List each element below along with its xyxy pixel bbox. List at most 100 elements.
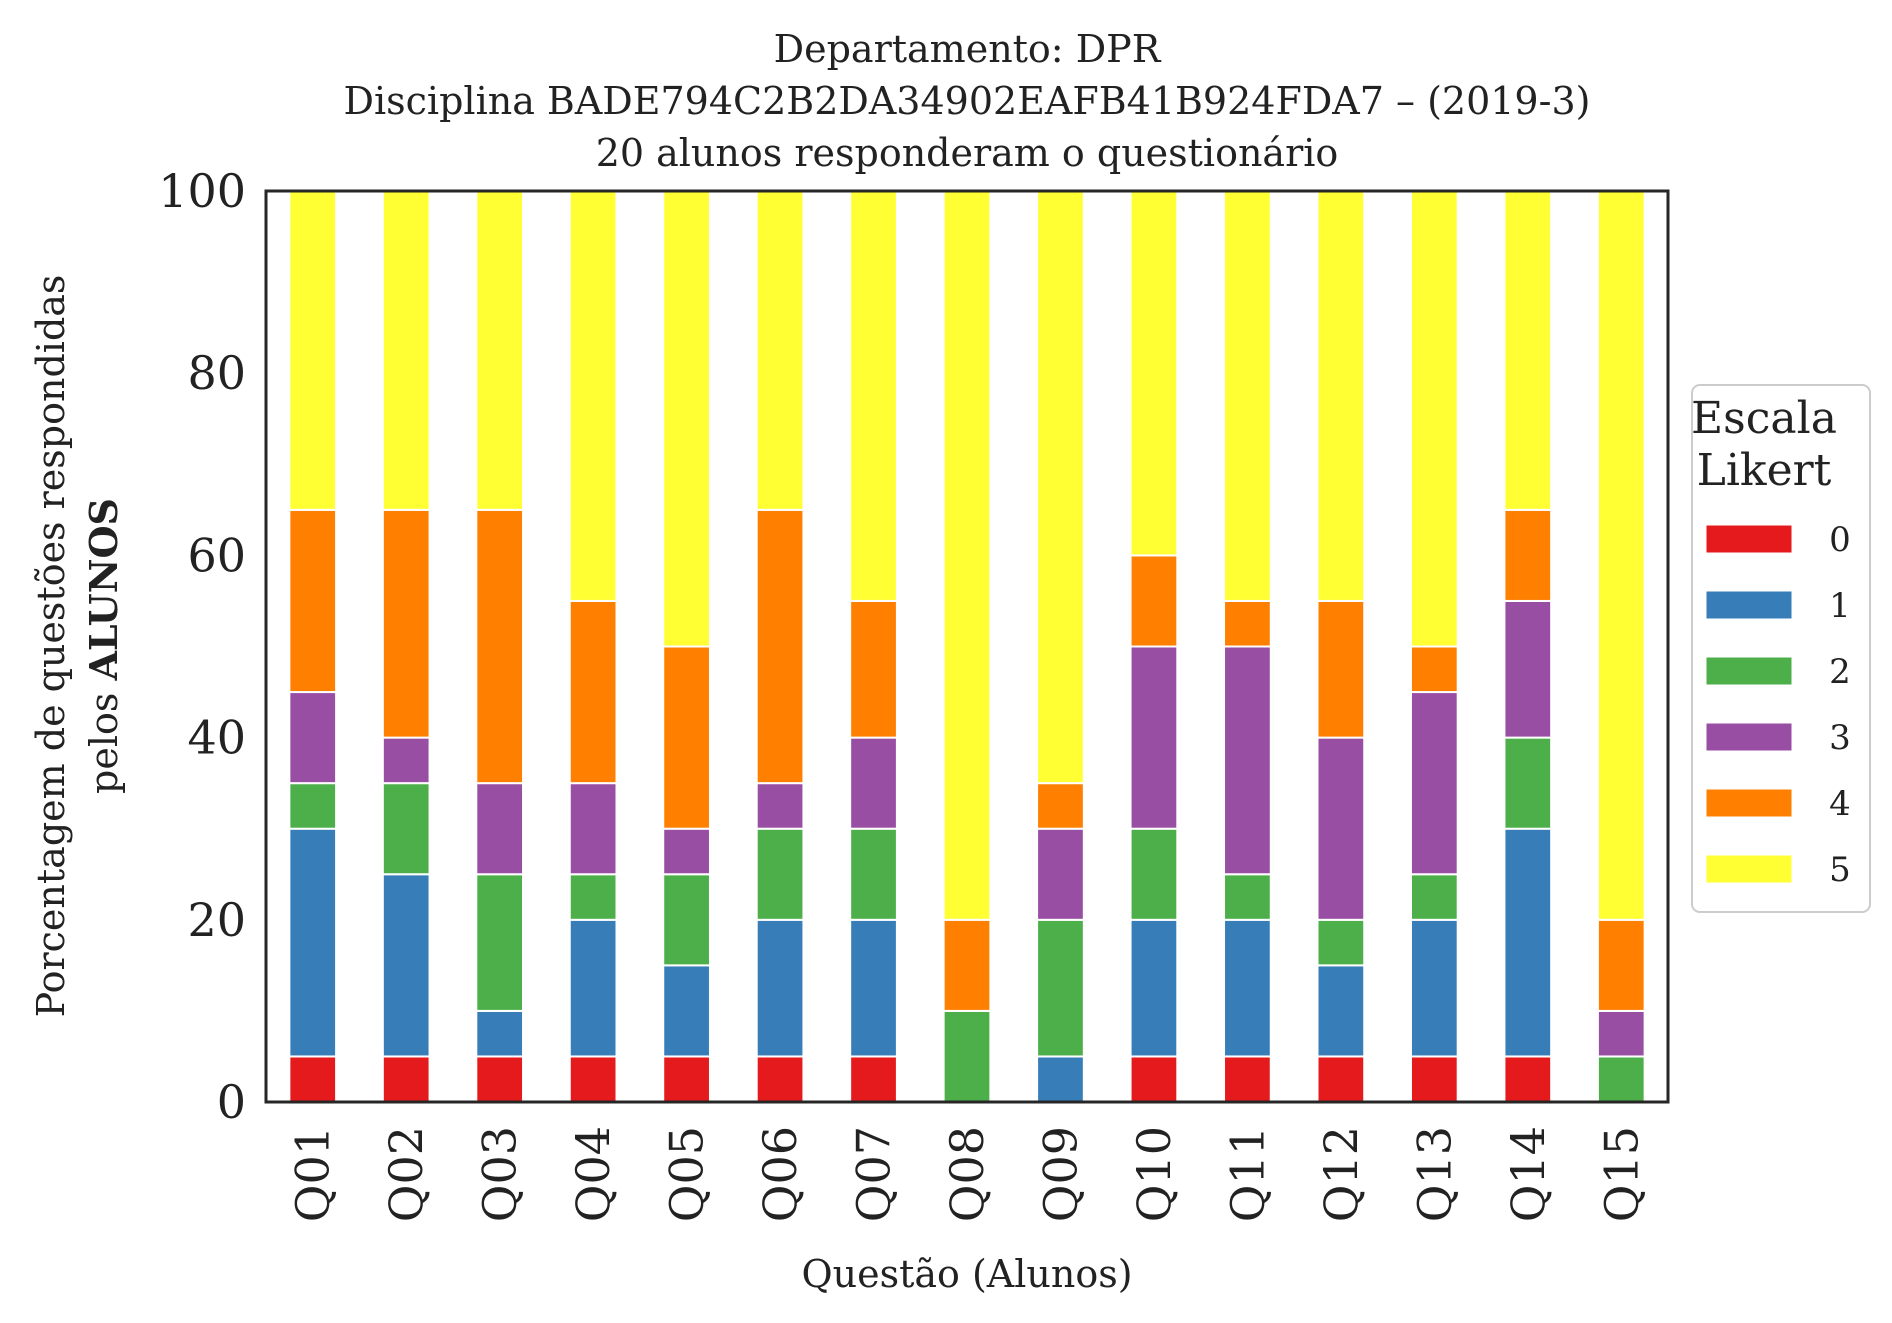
bar-Q11-likert-0 (1223, 1055, 1272, 1103)
bar-Q09-likert-5 (1036, 190, 1085, 785)
bar-Q15-likert-2 (1596, 1055, 1646, 1103)
bar-Q12-likert-5 (1316, 190, 1366, 602)
bar-Q13-likert-4 (1409, 645, 1459, 694)
x-axis-ticks: Q01 Q02 Q03 Q04 Q05 Q06 Q07 Q08 Q09 Q10 Q11 Q12 Q13 Q… (286, 1126, 1649, 1222)
x-tick-label-Q10: Q10 (1127, 1126, 1181, 1222)
bar-Q09-likert-3 (1036, 827, 1085, 921)
bar-Q03-likert-1 (475, 1009, 525, 1058)
bar-Q12-likert-4 (1316, 599, 1366, 739)
bar-Q07-likert-0 (849, 1055, 898, 1103)
bar-Q03-likert-2 (475, 873, 525, 1012)
bar-Q09-likert-1 (1036, 1055, 1085, 1103)
bar-Q04-likert-0 (568, 1055, 618, 1103)
y-tick-label-100: 100 (158, 164, 246, 218)
bar-Q13-likert-3 (1409, 691, 1459, 876)
bar-Q04-likert-3 (568, 782, 618, 876)
bar-Q10-likert-1 (1129, 918, 1179, 1058)
legend-label-5: 5 (1829, 850, 1851, 890)
bar-Q13-likert-2 (1409, 873, 1459, 921)
bar-Q04-likert-2 (568, 873, 618, 921)
x-tick-label-Q02: Q02 (379, 1126, 433, 1222)
x-tick-label-Q13: Q13 (1407, 1126, 1461, 1222)
x-axis-label: Questão (Alunos) (801, 1252, 1132, 1296)
legend-swatch-5 (1705, 854, 1793, 884)
bar-Q08-likert-5 (942, 190, 992, 921)
bar-Q05-likert-1 (662, 964, 711, 1058)
bar-Q13-likert-5 (1409, 190, 1459, 648)
bar-Q05-likert-2 (662, 873, 711, 967)
bar-Q02-likert-5 (381, 190, 431, 511)
bar-Q11-likert-5 (1223, 190, 1272, 602)
y-axis-label-line-1: Porcentagem de questões respondidas (29, 275, 73, 1018)
y-tick-label-40: 40 (187, 711, 246, 765)
x-tick-label-Q15: Q15 (1594, 1126, 1648, 1222)
bar-Q07-likert-2 (849, 827, 898, 921)
bar-Q15-likert-4 (1596, 918, 1646, 1012)
bar-Q01-likert-4 (288, 508, 338, 694)
bar-Q03-likert-0 (475, 1055, 525, 1103)
bar-Q14-likert-1 (1503, 827, 1553, 1058)
bars-group (288, 190, 1646, 1104)
y-tick-label-80: 80 (187, 346, 246, 400)
bar-Q11-likert-3 (1223, 645, 1272, 876)
legend-label-3: 3 (1829, 718, 1851, 758)
legend-title-line-1: Escala (1691, 393, 1837, 444)
bar-Q14-likert-3 (1503, 599, 1553, 739)
bar-Q08-likert-4 (942, 918, 992, 1012)
bar-Q13-likert-0 (1409, 1055, 1459, 1103)
bar-Q12-likert-2 (1316, 918, 1366, 967)
bar-Q15-likert-5 (1596, 190, 1646, 921)
bar-Q14-likert-2 (1503, 736, 1553, 830)
bar-Q09-likert-2 (1036, 918, 1085, 1058)
legend-swatch-3 (1705, 722, 1793, 752)
x-tick-label-Q05: Q05 (660, 1126, 714, 1222)
y-axis-label-line-2: pelos ALUNOS (81, 498, 126, 794)
legend-label-4: 4 (1829, 784, 1851, 824)
y-tick-label-0: 0 (217, 1075, 246, 1129)
legend-title-line-2: Likert (1697, 445, 1832, 496)
bar-Q02-likert-2 (381, 782, 431, 876)
x-tick-label-Q01: Q01 (286, 1126, 340, 1222)
bar-Q07-likert-1 (849, 918, 898, 1058)
bar-Q14-likert-4 (1503, 508, 1553, 602)
bar-Q04-likert-1 (568, 918, 618, 1058)
legend: Escala Likert 0 1 2 3 4 5 (1691, 384, 1871, 913)
bar-Q02-likert-4 (381, 508, 431, 739)
title-line-1: Departamento: DPR (774, 27, 1162, 71)
x-tick-label-Q14: Q14 (1501, 1126, 1555, 1222)
chart-title: Departamento: DPR Disciplina BADE794C2B2… (344, 27, 1591, 175)
legend-swatch-0 (1705, 524, 1793, 554)
bar-Q05-likert-3 (662, 827, 711, 876)
bar-Q05-likert-5 (662, 190, 711, 648)
bar-Q10-likert-5 (1129, 190, 1179, 557)
bar-Q06-likert-4 (755, 508, 805, 785)
title-line-3: 20 alunos responderam o questionário (596, 131, 1339, 175)
bar-Q02-likert-1 (381, 873, 431, 1058)
y-tick-label-20: 20 (187, 893, 246, 947)
bar-Q06-likert-5 (755, 190, 805, 511)
bar-Q06-likert-1 (755, 918, 805, 1058)
bar-Q06-likert-3 (755, 782, 805, 830)
legend-label-1: 1 (1829, 586, 1851, 626)
bar-Q11-likert-1 (1223, 918, 1272, 1058)
y-axis-ticks: 0 20 40 60 80 100 (158, 164, 246, 1129)
bar-Q09-likert-4 (1036, 782, 1085, 830)
bar-Q08-likert-2 (942, 1009, 992, 1104)
bar-Q04-likert-5 (568, 190, 618, 602)
legend-label-2: 2 (1829, 652, 1851, 692)
bar-Q07-likert-4 (849, 599, 898, 739)
bar-Q15-likert-3 (1596, 1009, 1646, 1058)
x-tick-label-Q07: Q07 (847, 1126, 901, 1222)
y-axis-label-prefix: pelos (82, 681, 126, 794)
bar-Q01-likert-3 (288, 691, 338, 785)
title-line-2: Disciplina BADE794C2B2DA34902EAFB41B924F… (344, 79, 1591, 123)
bar-Q13-likert-1 (1409, 918, 1459, 1058)
legend-box (1691, 384, 1871, 913)
bar-Q12-likert-0 (1316, 1055, 1366, 1103)
bar-Q06-likert-0 (755, 1055, 805, 1103)
x-tick-label-Q04: Q04 (566, 1126, 620, 1222)
legend-swatch-1 (1705, 590, 1793, 620)
x-tick-label-Q08: Q08 (940, 1126, 994, 1222)
bar-Q02-likert-3 (381, 736, 431, 785)
